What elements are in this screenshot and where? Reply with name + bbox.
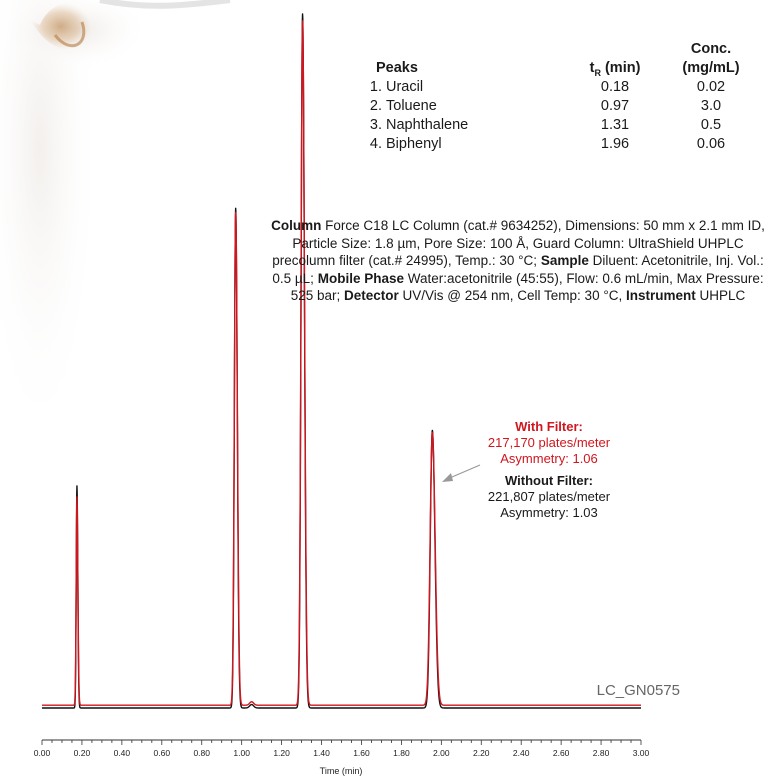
x-tick-label: 2.00	[433, 748, 450, 758]
sample-label: Sample	[540, 253, 589, 268]
annotation-arrow	[442, 464, 481, 482]
x-tick-label: 0.20	[74, 748, 91, 758]
peak-name: Biphenyl	[386, 136, 442, 152]
peak-tr: 0.97	[600, 98, 630, 114]
tr-header: tR (min)	[589, 60, 641, 78]
x-tick-label: 3.00	[633, 748, 650, 758]
without-filter-plates: 221,807 plates/meter	[487, 489, 611, 504]
with-filter-label: With Filter:	[515, 419, 583, 434]
detector-label: Detector	[344, 288, 399, 303]
with-filter-asymmetry: Asymmetry: 1.06	[500, 451, 598, 466]
x-tick-label: 2.60	[553, 748, 570, 758]
peak-conc: 0.06	[696, 136, 726, 152]
x-tick-label: 1.80	[393, 748, 410, 758]
x-axis: 0.00 0.20 0.40 0.60 0.80 1.00 1.20 1.40 1.60 1.80…	[34, 739, 650, 758]
instrument-label: Instrument	[626, 288, 696, 303]
x-tick-label: 1.00	[233, 748, 250, 758]
peak-number: 4.	[369, 136, 382, 152]
mobile-phase-label: Mobile Phase	[317, 270, 404, 286]
peak-tr: 1.96	[600, 136, 630, 152]
x-tick-label: 1.20	[273, 748, 290, 758]
column-text: Force C18 LC Column (cat.# 9634252), Dim…	[272, 218, 765, 268]
peaks-table: Conc. Peaks tR (min) (mg/mL) 1. Uracil 0…	[360, 40, 760, 154]
peak-row: 4. Biphenyl 1.96 0.06	[360, 135, 760, 154]
peaks-header-row-1: Conc.	[360, 40, 760, 59]
x-tick-label: 2.20	[473, 748, 490, 758]
series-traces	[41, 13, 642, 709]
conc-header-line2: (mg/mL)	[682, 60, 740, 76]
column-label: Column	[271, 218, 322, 233]
peak-annotation: With Filter: 217,170 plates/meter Asymme…	[464, 419, 634, 521]
peak-tr: 0.18	[600, 79, 630, 95]
peak-name: Toluene	[386, 98, 437, 114]
figure-id: LC_GN0575	[596, 682, 680, 699]
detector-text: UV/Vis @ 254 nm, Cell Temp: 30 °C,	[402, 288, 623, 303]
peaks-header-row-2: Peaks tR (min) (mg/mL)	[360, 59, 760, 78]
without-filter-label: Without Filter:	[505, 473, 593, 488]
x-axis-label: Time (min)	[320, 766, 363, 776]
instrument-text: UHPLC	[699, 288, 746, 303]
peak-name: Uracil	[386, 79, 424, 95]
peak-row: 1. Uracil 0.18 0.02	[360, 78, 760, 97]
mobile-phase-text: Water:acetonitrile (45:55), Flow: 0.6 mL…	[290, 270, 764, 304]
conc-header-line1: Conc.	[690, 41, 732, 57]
method-conditions: Column Force C18 LC Column (cat.# 963425…	[268, 217, 768, 305]
x-tick-label: 1.60	[353, 748, 370, 758]
peak-number: 2.	[369, 98, 382, 114]
without-filter-trace	[41, 13, 642, 709]
peak-conc: 3.0	[700, 98, 722, 114]
x-tick-label: 0.80	[193, 748, 210, 758]
with-filter-trace	[41, 20, 642, 706]
peak-number: 3.	[369, 117, 382, 133]
x-tick-label: 2.80	[593, 748, 610, 758]
peak-name: Naphthalene	[386, 117, 469, 133]
without-filter-asymmetry: Asymmetry: 1.03	[500, 505, 598, 520]
with-filter-plates: 217,170 plates/meter	[487, 435, 611, 450]
peak-conc: 0.5	[700, 117, 722, 133]
peaks-header: Peaks	[376, 60, 418, 76]
x-tick-label: 0.60	[154, 748, 171, 758]
peak-conc: 0.02	[696, 79, 726, 95]
x-tick-label: 0.00	[34, 748, 51, 758]
peak-tr: 1.31	[600, 117, 630, 133]
x-tick-label: 0.40	[114, 748, 131, 758]
peak-row: 2. Toluene 0.97 3.0	[360, 97, 760, 116]
x-tick-label: 2.40	[513, 748, 530, 758]
smoke-decoration	[0, 0, 231, 450]
x-tick-label: 1.40	[313, 748, 330, 758]
peak-number: 1.	[369, 79, 382, 95]
sample-text: Diluent: Acetonitrile, Inj. Vol.: 0.5 µL…	[272, 253, 764, 286]
peak-row: 3. Naphthalene 1.31 0.5	[360, 116, 760, 135]
